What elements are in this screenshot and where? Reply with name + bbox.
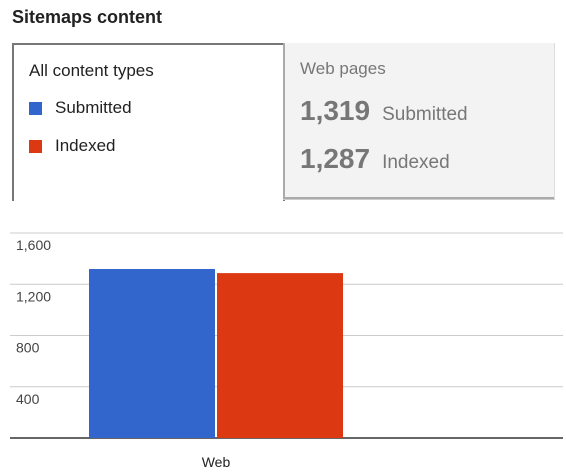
y-tick-label: 1,600 — [16, 237, 51, 253]
page-title: Sitemaps content — [12, 7, 163, 27]
tab-all-content-types[interactable]: All content types Submitted Indexed — [12, 43, 285, 201]
stat-submitted-value: 1,319 — [300, 95, 371, 126]
x-category-label: Web — [202, 454, 231, 470]
submitted-swatch — [29, 101, 42, 115]
stat-indexed-value: 1,287 — [300, 143, 371, 174]
tab-all-content-types-label: All content types — [29, 61, 154, 80]
tab-web-pages-label: Web pages — [300, 59, 386, 78]
content-type-tabs: All content types Submitted Indexed Web … — [12, 43, 555, 203]
y-tick-label: 800 — [16, 340, 40, 356]
indexed-swatch — [29, 139, 42, 153]
legend-label-indexed: Indexed — [55, 136, 116, 155]
y-tick-label: 400 — [16, 391, 40, 407]
stat-indexed-label: Indexed — [382, 152, 450, 173]
stat-indexed: 1,287 Indexed — [300, 143, 450, 175]
legend-item-indexed: Indexed — [29, 136, 116, 156]
stat-submitted-label: Submitted — [382, 104, 468, 125]
sitemaps-bar-chart: 1,600 1,200 800 400 Web — [10, 232, 563, 470]
tab-web-pages[interactable]: Web pages 1,319 Submitted 1,287 Indexed — [283, 43, 555, 200]
stat-submitted: 1,319 Submitted — [300, 95, 468, 127]
legend-label-submitted: Submitted — [55, 98, 132, 117]
legend-item-submitted: Submitted — [29, 98, 132, 118]
bar-indexed — [217, 273, 343, 438]
y-tick-label: 1,200 — [16, 288, 51, 304]
bar-submitted — [89, 269, 215, 438]
